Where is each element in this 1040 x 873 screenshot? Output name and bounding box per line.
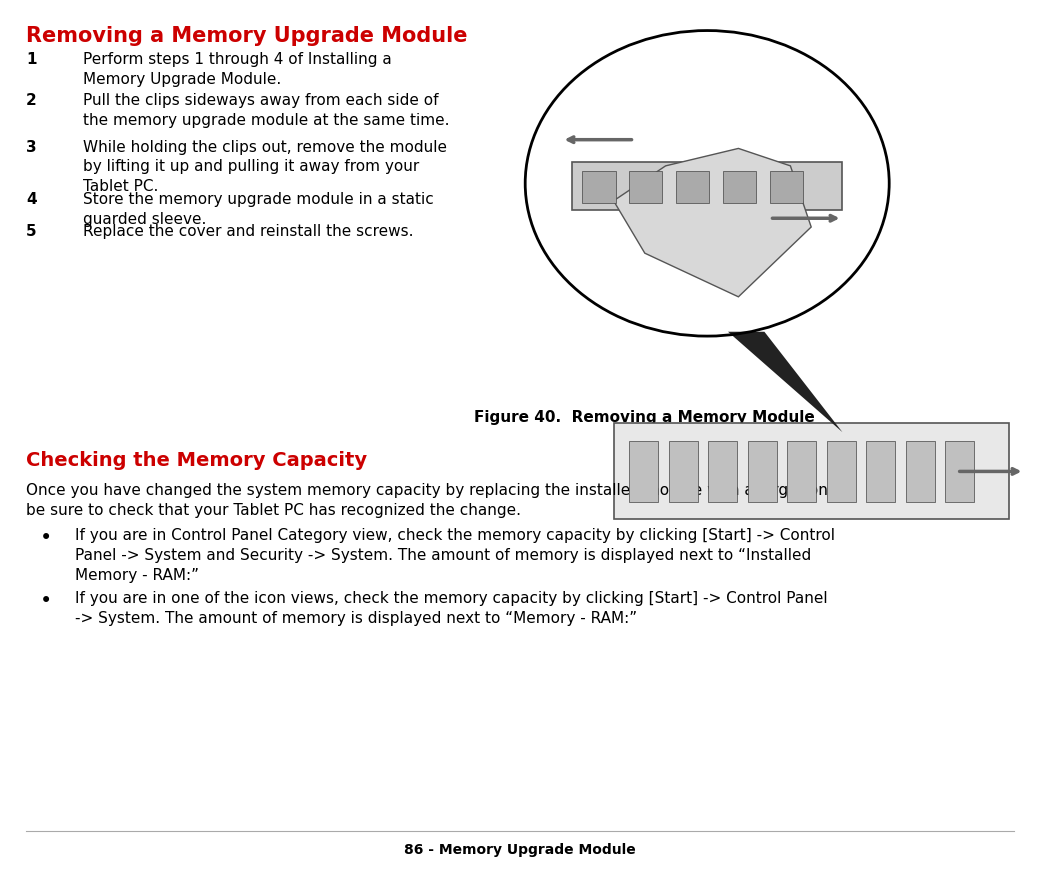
Text: 4: 4	[26, 192, 36, 207]
FancyBboxPatch shape	[723, 171, 756, 203]
Text: Checking the Memory Capacity: Checking the Memory Capacity	[26, 451, 367, 471]
Text: Perform steps 1 through 4 of Installing a
Memory Upgrade Module.: Perform steps 1 through 4 of Installing …	[83, 52, 392, 87]
FancyBboxPatch shape	[614, 423, 1009, 519]
Text: Pull the clips sideways away from each side of
the memory upgrade module at the : Pull the clips sideways away from each s…	[83, 93, 449, 128]
Text: While holding the clips out, remove the module
by lifting it up and pulling it a: While holding the clips out, remove the …	[83, 140, 447, 195]
Text: 1: 1	[26, 52, 36, 67]
FancyBboxPatch shape	[582, 171, 616, 203]
Polygon shape	[614, 148, 811, 297]
Text: 3: 3	[26, 140, 36, 155]
FancyBboxPatch shape	[906, 441, 935, 502]
FancyBboxPatch shape	[669, 441, 698, 502]
Text: Store the memory upgrade module in a static
guarded sleeve.: Store the memory upgrade module in a sta…	[83, 192, 434, 227]
Text: If you are in Control Panel Category view, check the memory capacity by clicking: If you are in Control Panel Category vie…	[75, 528, 835, 583]
Text: Once you have changed the system memory capacity by replacing the installed modu: Once you have changed the system memory …	[26, 483, 842, 518]
Polygon shape	[728, 332, 842, 432]
Text: •: •	[40, 591, 52, 611]
Text: 5: 5	[26, 224, 36, 239]
FancyBboxPatch shape	[748, 441, 777, 502]
Text: Removing a Memory Upgrade Module: Removing a Memory Upgrade Module	[26, 26, 468, 46]
FancyBboxPatch shape	[676, 171, 709, 203]
FancyBboxPatch shape	[866, 441, 895, 502]
Text: 2: 2	[26, 93, 36, 108]
FancyBboxPatch shape	[770, 171, 803, 203]
FancyBboxPatch shape	[787, 441, 816, 502]
FancyBboxPatch shape	[945, 441, 974, 502]
FancyBboxPatch shape	[708, 441, 737, 502]
Text: 86 - Memory Upgrade Module: 86 - Memory Upgrade Module	[405, 843, 635, 857]
FancyBboxPatch shape	[572, 162, 842, 210]
FancyBboxPatch shape	[629, 441, 658, 502]
Text: Replace the cover and reinstall the screws.: Replace the cover and reinstall the scre…	[83, 224, 414, 239]
Text: If you are in one of the icon views, check the memory capacity by clicking [Star: If you are in one of the icon views, che…	[75, 591, 828, 626]
FancyBboxPatch shape	[629, 171, 662, 203]
Text: •: •	[40, 528, 52, 548]
Text: Figure 40.  Removing a Memory Module: Figure 40. Removing a Memory Module	[474, 410, 815, 425]
FancyBboxPatch shape	[827, 441, 856, 502]
